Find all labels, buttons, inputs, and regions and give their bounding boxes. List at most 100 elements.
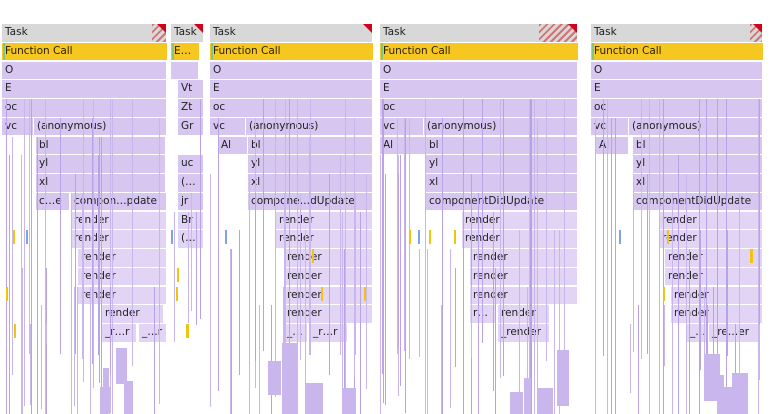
- stack-stripe: [700, 230, 701, 370]
- call-frame[interactable]: _…r: [139, 324, 167, 342]
- call-frame[interactable]: (…: [178, 174, 204, 192]
- stack-stripe: [713, 286, 714, 393]
- task-label: Task: [174, 26, 197, 38]
- task-bar[interactable]: Task: [171, 24, 204, 42]
- call-frame[interactable]: _render: [498, 324, 550, 342]
- stack-stripe: [442, 117, 443, 414]
- call-frame[interactable]: render: [276, 211, 373, 229]
- stack-stripe: [503, 99, 504, 377]
- call-frame[interactable]: render: [276, 230, 373, 248]
- call-frame[interactable]: uc: [178, 155, 204, 173]
- stack-stripe: [380, 155, 381, 414]
- call-frame[interactable]: E: [380, 80, 578, 98]
- paint-marker: [381, 42, 383, 61]
- call-frame[interactable]: (anonymous): [424, 117, 578, 136]
- call-frame[interactable]: render: [498, 305, 550, 323]
- stack-stripe: [534, 99, 535, 414]
- function-call-bar[interactable]: E…: [171, 42, 199, 61]
- function-call-bar[interactable]: Function Call: [591, 42, 763, 61]
- stack-stripe: [159, 117, 160, 405]
- call-frame[interactable]: xl: [633, 174, 763, 192]
- call-frame[interactable]: render: [71, 211, 167, 229]
- stack-stripe: [174, 211, 175, 342]
- function-call-bar[interactable]: Function Call: [380, 42, 578, 61]
- call-frame[interactable]: render: [470, 249, 578, 267]
- call-frame[interactable]: render: [284, 286, 373, 304]
- call-frame[interactable]: Zt: [178, 99, 204, 117]
- call-frame[interactable]: yl: [426, 155, 578, 173]
- call-frame[interactable]: O: [591, 61, 763, 79]
- call-frame[interactable]: yl: [633, 155, 763, 173]
- stack-stripe: [271, 305, 272, 414]
- call-frame[interactable]: xl: [426, 174, 578, 192]
- stack-stripe: [239, 230, 240, 376]
- call-frame[interactable]: vc: [210, 117, 246, 136]
- call-frame[interactable]: oc: [210, 99, 373, 117]
- call-frame[interactable]: vc: [2, 117, 34, 136]
- paint-marker: [172, 42, 174, 61]
- call-frame[interactable]: render: [665, 267, 763, 286]
- call-frame[interactable]: render: [462, 230, 578, 248]
- call-frame[interactable]: (anonymous): [34, 117, 167, 136]
- call-frame[interactable]: E: [591, 80, 763, 98]
- call-frame[interactable]: render: [71, 230, 167, 248]
- stack-stripe: [45, 99, 46, 414]
- stack-stripe: [559, 230, 560, 414]
- script-marker: [429, 230, 431, 245]
- function-call-bar[interactable]: Function Call: [210, 42, 373, 61]
- stack-stripe: [405, 117, 406, 414]
- task-bar[interactable]: Task: [210, 24, 373, 42]
- call-frame[interactable]: O: [380, 61, 578, 79]
- call-frame[interactable]: componentDidUpdate: [633, 192, 763, 211]
- call-frame[interactable]: Vt: [178, 80, 204, 98]
- stack-stripe: [564, 99, 565, 385]
- call-frame[interactable]: render: [470, 267, 578, 286]
- stack-stripe: [531, 99, 532, 414]
- call-frame[interactable]: oc: [380, 99, 578, 117]
- call-frame[interactable]: componentDidUpdate: [426, 192, 578, 211]
- call-frame[interactable]: bl: [426, 136, 578, 154]
- call-frame[interactable]: Al: [218, 136, 248, 154]
- call-frame[interactable]: _…: [284, 324, 308, 342]
- call-frame[interactable]: Al: [596, 136, 629, 154]
- call-frame[interactable]: render: [462, 211, 578, 229]
- call-frame[interactable]: oc: [591, 99, 763, 117]
- call-frame[interactable]: render: [284, 267, 373, 286]
- call-frame[interactable]: oc: [2, 99, 167, 117]
- stack-stripe: [400, 155, 401, 387]
- task-bar[interactable]: Task: [2, 24, 167, 42]
- call-frame[interactable]: [171, 61, 199, 79]
- call-frame[interactable]: render: [659, 211, 763, 229]
- call-frame[interactable]: E: [2, 80, 167, 98]
- stack-stripe: [90, 286, 91, 414]
- call-frame[interactable]: O: [210, 61, 373, 79]
- call-frame[interactable]: r…: [470, 305, 496, 323]
- task-bar[interactable]: Task: [380, 24, 578, 42]
- stack-stripe: [537, 117, 538, 398]
- call-frame-deep: [704, 353, 721, 402]
- stack-stripe: [21, 155, 22, 414]
- call-frame[interactable]: vc: [591, 117, 629, 136]
- task-separator: [168, 24, 170, 414]
- call-frame[interactable]: O: [2, 61, 167, 79]
- call-frame[interactable]: vc: [380, 117, 424, 136]
- call-frame[interactable]: bl: [633, 136, 763, 154]
- function-call-bar[interactable]: Function Call: [2, 42, 167, 61]
- call-frame[interactable]: render: [665, 249, 763, 267]
- call-frame[interactable]: Gr: [178, 117, 204, 136]
- call-frame[interactable]: render: [284, 305, 373, 323]
- call-frame-deep: [557, 349, 569, 407]
- call-frame[interactable]: c…e: [36, 192, 70, 211]
- task-bar[interactable]: Task: [591, 24, 763, 42]
- layout-marker: [418, 230, 420, 245]
- call-frame[interactable]: render: [102, 305, 164, 323]
- call-frame[interactable]: Al: [380, 136, 426, 154]
- stack-stripe: [595, 117, 596, 414]
- call-frame[interactable]: E: [210, 80, 373, 98]
- call-frame[interactable]: render: [659, 230, 763, 248]
- call-frame[interactable]: render: [470, 286, 578, 304]
- call-frame[interactable]: (anonymous): [246, 117, 373, 136]
- call-frame[interactable]: compon…pdate: [71, 192, 167, 211]
- stack-stripe: [329, 174, 330, 375]
